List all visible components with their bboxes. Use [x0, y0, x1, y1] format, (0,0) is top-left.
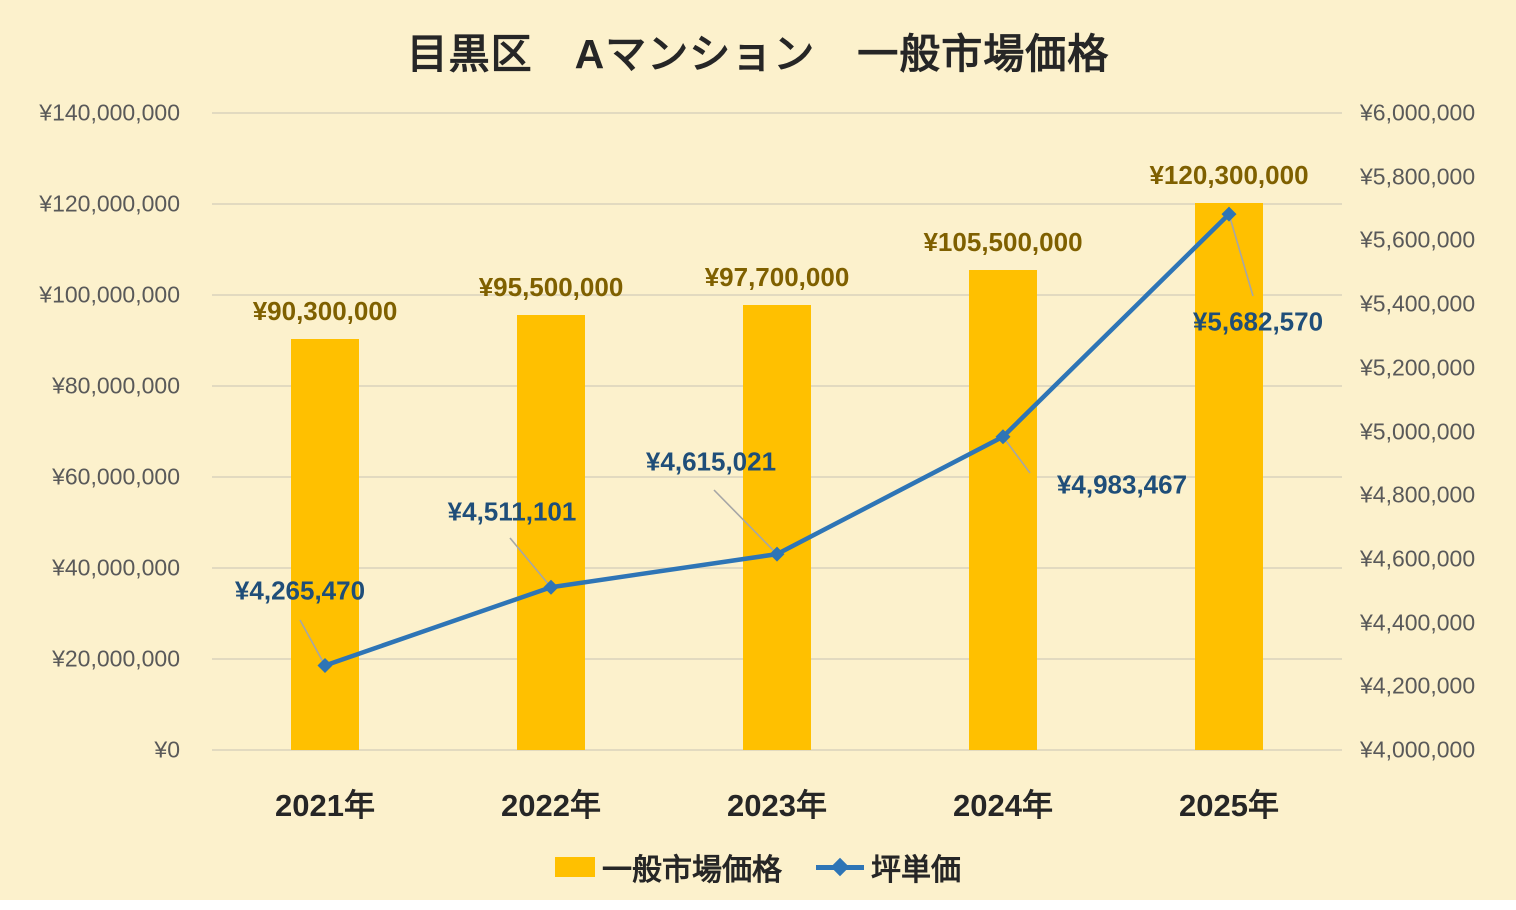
y-axis-left-tick-label: ¥40,000,000 — [52, 554, 180, 581]
y-axis-right-tick-label: ¥4,400,000 — [1360, 609, 1476, 636]
bar-2021年 — [291, 339, 359, 750]
chart-title: 目黒区 Aマンション 一般市場価格 — [406, 31, 1110, 77]
bar-2025年 — [1195, 202, 1263, 750]
x-axis-category-label: 2025年 — [1179, 788, 1279, 823]
y-axis-right-tick-label: ¥5,600,000 — [1360, 226, 1476, 253]
bar-2024年 — [969, 269, 1037, 750]
legend-item-market-price: 一般市場価格 — [555, 845, 782, 889]
x-axis-category-label: 2023年 — [727, 788, 827, 823]
y-axis-left-tick-label: ¥140,000,000 — [39, 99, 180, 126]
y-axis-right-tick-label: ¥5,800,000 — [1360, 163, 1476, 190]
x-axis-category-label: 2022年 — [501, 788, 601, 823]
y-axis-left-tick-label: ¥60,000,000 — [52, 463, 180, 490]
bar-data-label: ¥120,300,000 — [1149, 159, 1309, 190]
y-axis-left-tick-label: ¥20,000,000 — [52, 645, 180, 672]
y-axis-right-tick-label: ¥4,800,000 — [1360, 481, 1476, 508]
legend-label-market-price: 一般市場価格 — [602, 854, 782, 887]
y-axis-right-tick-label: ¥4,000,000 — [1360, 736, 1476, 763]
diamond-marker-icon — [830, 857, 850, 877]
legend: 一般市場価格 坪単価 — [0, 845, 1516, 889]
y-axis-left-tick-label: ¥0 — [154, 736, 180, 763]
y-axis-left-tick-label: ¥120,000,000 — [39, 190, 180, 217]
bar-data-label: ¥90,300,000 — [252, 296, 398, 327]
gridline — [212, 112, 1342, 114]
y-axis-right-tick-label: ¥5,400,000 — [1360, 290, 1476, 317]
line-series-swatch-icon — [816, 857, 864, 877]
x-axis-category-label: 2021年 — [275, 788, 375, 823]
bar-data-label: ¥105,500,000 — [923, 226, 1083, 257]
y-axis-right-tick-label: ¥6,000,000 — [1360, 99, 1476, 126]
x-axis-category-label: 2024年 — [953, 788, 1053, 823]
bar-data-label: ¥97,700,000 — [704, 262, 850, 293]
line-data-label: ¥4,511,101 — [447, 496, 577, 527]
y-axis-right-tick-label: ¥4,200,000 — [1360, 672, 1476, 699]
bar-series-swatch-icon — [555, 857, 595, 877]
bar-data-label: ¥95,500,000 — [478, 272, 624, 303]
legend-item-tsubo-unit-price: 坪単価 — [816, 845, 961, 889]
bar-2022年 — [517, 315, 585, 750]
line-data-label: ¥4,983,467 — [1056, 469, 1188, 500]
legend-label-tsubo-unit-price: 坪単価 — [871, 854, 961, 887]
gridline — [212, 749, 1342, 751]
bar-2023年 — [743, 305, 811, 750]
bottom-edge-strip — [0, 900, 1516, 910]
line-data-label: ¥4,615,021 — [645, 446, 777, 477]
y-axis-right-tick-label: ¥4,600,000 — [1360, 545, 1476, 572]
y-axis-right-tick-label: ¥5,000,000 — [1360, 418, 1476, 444]
line-data-label: ¥5,682,570 — [1192, 306, 1324, 337]
gridline — [212, 203, 1342, 205]
y-axis-left-tick-label: ¥80,000,000 — [52, 372, 180, 399]
line-data-label: ¥4,265,470 — [234, 575, 366, 606]
y-axis-right-tick-label: ¥5,200,000 — [1360, 354, 1476, 381]
y-axis-left-tick-label: ¥100,000,000 — [39, 281, 180, 308]
